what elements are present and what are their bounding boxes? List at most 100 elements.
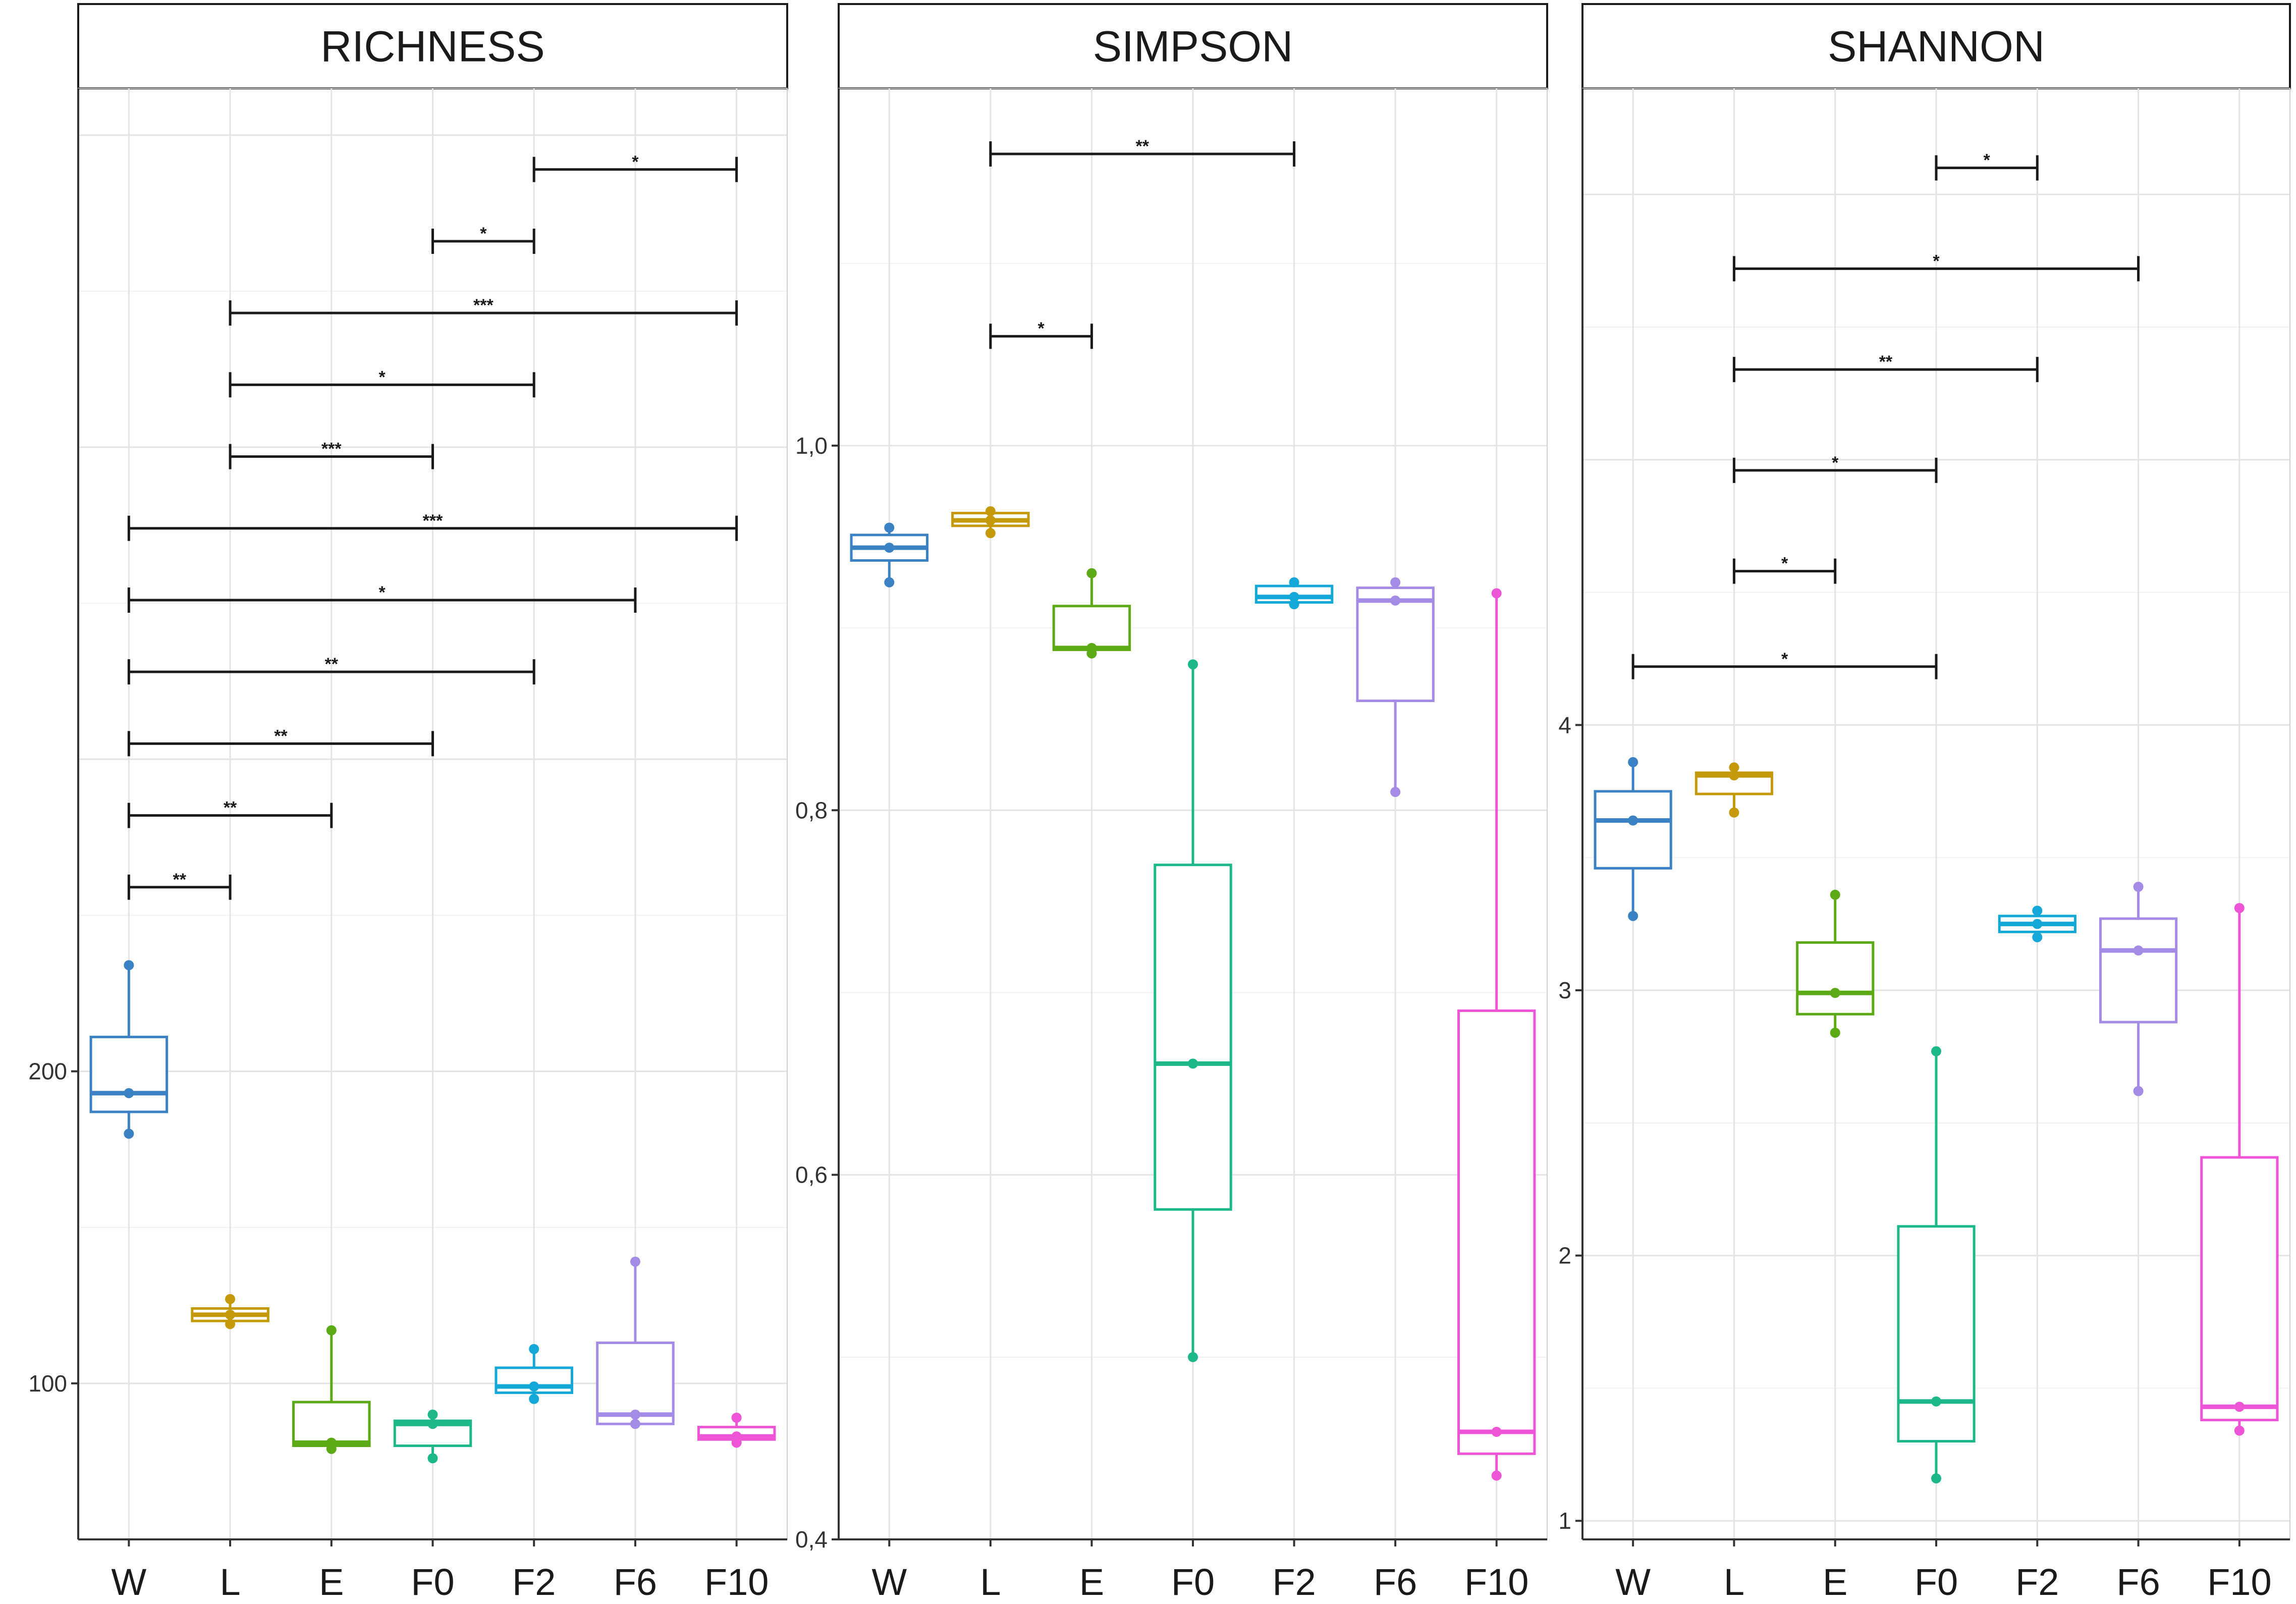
panel-title: SHANNON	[1828, 23, 2045, 71]
x-tick-label: F0	[411, 1561, 454, 1603]
data-point	[1188, 1058, 1198, 1069]
x-tick-label: F0	[1171, 1561, 1215, 1603]
box-F10	[2200, 903, 2279, 1436]
data-point	[225, 1294, 236, 1304]
data-point	[1086, 568, 1097, 578]
data-point	[630, 1409, 640, 1420]
significance-bracket: *	[1935, 151, 2039, 181]
data-point	[2032, 919, 2043, 929]
box-iqr	[2099, 917, 2178, 1024]
significance-bracket: ***	[229, 296, 738, 326]
data-point	[1086, 643, 1097, 653]
data-point	[124, 1129, 134, 1139]
x-tick-label: L	[220, 1561, 240, 1603]
data-point	[427, 1409, 438, 1420]
box-F2	[495, 1344, 573, 1404]
box-W	[89, 960, 169, 1139]
y-tick-label: 0,6	[795, 1162, 828, 1188]
data-point	[2133, 1086, 2144, 1096]
significance-bracket: *	[127, 583, 637, 613]
box-F6	[2099, 882, 2178, 1096]
data-point	[529, 1381, 539, 1392]
significance-label: *	[480, 224, 487, 243]
significance-label: *	[1933, 251, 1940, 271]
box-E	[1052, 568, 1131, 659]
data-point	[1830, 1028, 1840, 1038]
y-tick-label: 100	[28, 1370, 67, 1397]
data-point	[427, 1453, 438, 1464]
significance-bracket: *	[989, 319, 1093, 349]
box-F2	[1254, 577, 1334, 610]
x-tick-label: E	[1079, 1561, 1104, 1603]
data-point	[1491, 588, 1502, 599]
data-point	[2133, 945, 2144, 956]
panel-strip	[77, 3, 788, 89]
data-point	[225, 1319, 236, 1329]
data-point	[985, 506, 996, 516]
y-tick-label: 200	[28, 1058, 67, 1085]
box-W	[850, 522, 928, 587]
significance-label: **	[325, 655, 339, 674]
data-point	[1188, 1352, 1198, 1362]
data-point	[1830, 889, 1840, 900]
panel-title: RICHNESS	[320, 23, 544, 71]
data-point	[427, 1419, 438, 1429]
data-point	[985, 528, 996, 539]
data-point	[2133, 882, 2144, 892]
data-point	[1289, 592, 1299, 602]
data-point	[1729, 762, 1739, 773]
data-point	[731, 1431, 742, 1441]
x-tick-label: F6	[1374, 1561, 1417, 1603]
data-point	[1289, 577, 1299, 587]
data-point	[326, 1325, 337, 1335]
data-point	[1390, 577, 1401, 587]
significance-label: **	[173, 870, 186, 889]
significance-label: ***	[473, 296, 494, 315]
data-point	[884, 522, 895, 533]
panel-title: SIMPSON	[1093, 23, 1293, 71]
box-iqr	[1154, 864, 1232, 1211]
box-E	[292, 1325, 371, 1454]
data-point	[884, 543, 895, 553]
data-point	[326, 1437, 337, 1448]
box-iqr	[1356, 586, 1435, 703]
box-iqr	[1897, 1225, 1976, 1443]
significance-label: *	[1832, 453, 1839, 472]
box-F2	[1998, 905, 2076, 942]
significance-bracket: **	[127, 655, 535, 685]
significance-label: *	[1781, 554, 1788, 573]
box-iqr	[1796, 941, 1875, 1015]
significance-label: **	[224, 798, 237, 818]
data-point	[1628, 815, 1638, 826]
y-tick-label: 4	[1558, 712, 1571, 738]
box-iqr	[1457, 1009, 1536, 1455]
significance-bracket: *	[1631, 650, 1938, 679]
data-point	[731, 1412, 742, 1423]
x-tick-label: F2	[1272, 1561, 1316, 1603]
box-W	[1594, 757, 1672, 921]
x-tick-label: F10	[1464, 1561, 1529, 1603]
data-point	[2234, 1425, 2245, 1436]
significance-bracket: **	[127, 726, 434, 757]
data-point	[124, 1088, 134, 1098]
box-L	[1694, 762, 1774, 818]
significance-bracket: *	[1732, 453, 1938, 483]
box-F0	[1897, 1046, 1976, 1484]
data-point	[884, 577, 895, 587]
significance-bracket: *	[532, 152, 738, 182]
data-point	[1931, 1396, 1941, 1407]
box-iqr	[1594, 790, 1672, 870]
x-tick-label: F10	[704, 1561, 769, 1603]
y-tick-label: 1,0	[795, 433, 828, 459]
box-F0	[393, 1409, 472, 1464]
x-tick-label: F2	[512, 1561, 556, 1603]
data-point	[2032, 932, 2043, 942]
significance-bracket: **	[989, 137, 1296, 167]
significance-label: *	[1781, 650, 1788, 669]
data-point	[1628, 911, 1638, 921]
panel-strip	[838, 3, 1548, 89]
significance-label: **	[274, 726, 288, 745]
significance-label: *	[379, 367, 386, 387]
